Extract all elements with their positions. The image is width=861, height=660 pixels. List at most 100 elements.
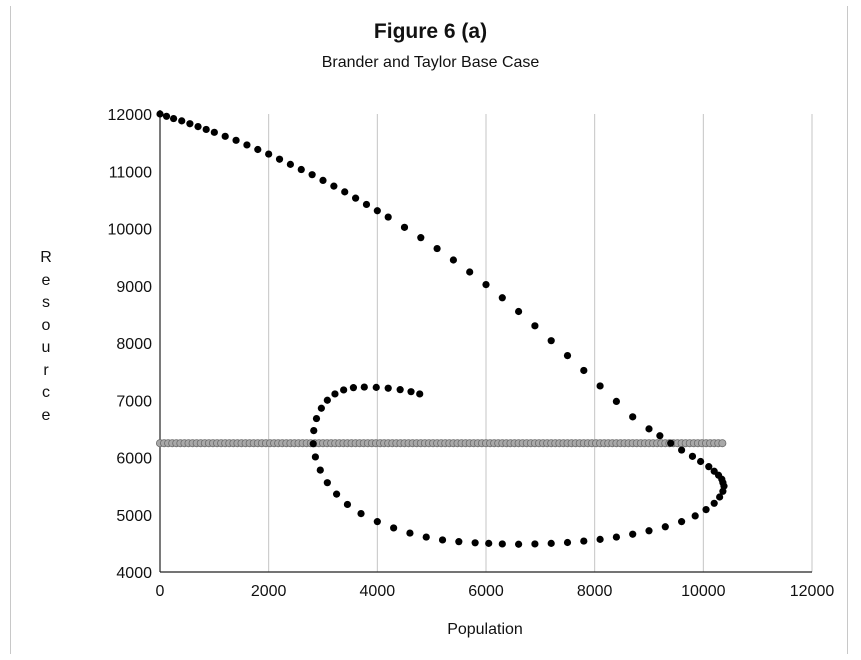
- y-axis-label-letter: u: [41, 339, 51, 356]
- data-point: [563, 351, 572, 360]
- y-tick-labels: 4000 5000 6000 7000 8000 9000 10000 11000 12000: [108, 107, 153, 582]
- data-point: [702, 505, 710, 514]
- data-point: [416, 390, 424, 398]
- data-point: [232, 136, 240, 144]
- data-point: [531, 322, 539, 330]
- series-constant-line: [155, 439, 727, 448]
- data-point: [691, 512, 699, 520]
- data-point: [311, 453, 319, 461]
- x-tick-label: 12000: [790, 583, 835, 600]
- x-tick-label: 4000: [360, 583, 396, 600]
- data-point: [202, 125, 210, 134]
- series-trajectory: [156, 110, 728, 548]
- data-point: [308, 171, 316, 179]
- data-point: [515, 307, 523, 316]
- y-tick-label: 7000: [116, 393, 152, 410]
- x-tick-label: 8000: [577, 583, 613, 600]
- data-point: [360, 383, 368, 391]
- data-point: [417, 234, 425, 242]
- data-point: [384, 384, 392, 392]
- data-point: [580, 537, 588, 545]
- data-point: [330, 182, 338, 190]
- data-point: [563, 538, 572, 547]
- chart-frame: [10, 6, 848, 654]
- data-point: [162, 112, 171, 120]
- data-point: [612, 533, 621, 541]
- y-axis-label-letter: e: [41, 406, 51, 424]
- data-point: [449, 256, 457, 264]
- data-point: [515, 540, 523, 548]
- data-point: [352, 194, 360, 202]
- data-point: [210, 128, 218, 136]
- data-point: [596, 535, 604, 543]
- data-point: [316, 466, 324, 474]
- x-axis-label: Population: [447, 621, 523, 638]
- data-point: [596, 382, 604, 390]
- data-point: [319, 176, 327, 185]
- data-point: [169, 114, 178, 123]
- data-point: [705, 463, 713, 471]
- data-point: [186, 120, 194, 128]
- y-axis-label-letter: r: [43, 361, 49, 379]
- data-point: [265, 150, 273, 158]
- grid-lines: [268, 114, 813, 572]
- data-point: [323, 479, 331, 487]
- data-point: [471, 539, 479, 547]
- data-point: [243, 141, 251, 149]
- y-axis-label-letter: e: [41, 271, 51, 289]
- data-point: [384, 213, 392, 221]
- data-point: [485, 539, 493, 547]
- data-point: [716, 493, 724, 501]
- data-point: [547, 539, 555, 547]
- y-tick-label: 12000: [108, 107, 153, 124]
- data-point: [341, 188, 349, 196]
- data-point: [438, 536, 447, 544]
- y-axis-label-letter: R: [40, 249, 52, 266]
- data-point: [373, 518, 381, 526]
- x-tick-label: 2000: [251, 583, 287, 600]
- data-point: [349, 384, 358, 392]
- y-axis-label-letter: c: [42, 384, 50, 401]
- data-point: [310, 426, 318, 435]
- data-point: [373, 207, 381, 215]
- y-tick-label: 5000: [116, 508, 152, 525]
- data-point: [286, 160, 294, 168]
- y-tick-label: 10000: [108, 222, 153, 239]
- data-point: [719, 487, 727, 495]
- chart-subtitle: Brander and Taylor Base Case: [321, 54, 540, 71]
- data-point: [661, 523, 669, 531]
- data-point: [422, 533, 430, 541]
- data-point: [357, 510, 365, 518]
- data-point: [656, 432, 664, 440]
- data-point: [547, 337, 555, 345]
- data-point: [433, 244, 441, 253]
- data-point: [309, 440, 317, 448]
- y-axis-label-letter: o: [41, 316, 51, 334]
- data-point: [194, 122, 202, 131]
- data-point: [407, 388, 415, 396]
- data-point: [372, 383, 380, 391]
- data-point: [466, 268, 474, 276]
- data-point: [498, 294, 506, 302]
- data-point: [400, 223, 409, 231]
- data-point: [332, 490, 341, 498]
- data-point: [275, 155, 284, 163]
- y-tick-label: 8000: [116, 336, 152, 353]
- data-point: [312, 414, 321, 423]
- data-point: [178, 117, 186, 125]
- data-point: [710, 499, 718, 507]
- data-point: [396, 386, 404, 394]
- x-tick-label: 0: [156, 583, 165, 600]
- data-point: [667, 439, 675, 447]
- x-tick-label: 10000: [681, 583, 726, 600]
- data-point: [678, 518, 686, 526]
- data-point: [221, 132, 229, 140]
- data-point: [498, 540, 506, 548]
- data-point: [697, 457, 705, 466]
- data-point: [612, 397, 621, 405]
- data-point: [629, 530, 637, 538]
- data-point: [455, 538, 463, 546]
- data-point: [343, 500, 352, 509]
